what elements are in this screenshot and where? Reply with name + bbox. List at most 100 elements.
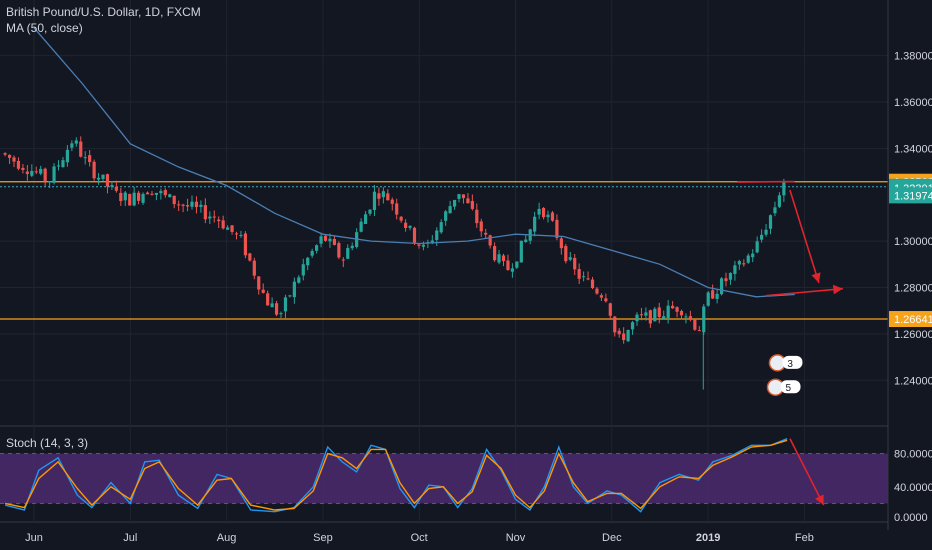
candle-body bbox=[363, 214, 368, 224]
candle-body bbox=[510, 268, 515, 272]
candle-body bbox=[128, 194, 132, 206]
candle-body bbox=[764, 229, 768, 235]
candle-body bbox=[421, 244, 426, 247]
x-tick-label: Oct bbox=[411, 532, 428, 544]
candle-body bbox=[350, 245, 354, 249]
x-tick-label: Nov bbox=[506, 532, 526, 544]
candle-body bbox=[408, 225, 412, 228]
candle-body bbox=[52, 166, 56, 183]
candle-body bbox=[501, 255, 506, 262]
candle-body bbox=[359, 221, 363, 232]
candle-body bbox=[372, 191, 377, 210]
candle-body bbox=[377, 193, 381, 199]
candle-body bbox=[270, 303, 274, 308]
candle-body bbox=[310, 251, 314, 256]
candle-body bbox=[693, 319, 697, 330]
candle-body bbox=[70, 143, 74, 148]
price-label-text: 1.26641 bbox=[894, 314, 932, 326]
candle-body bbox=[675, 307, 679, 312]
candle-body bbox=[212, 216, 216, 218]
candle-body bbox=[537, 208, 541, 215]
candle-body bbox=[283, 297, 288, 312]
candle-body bbox=[711, 290, 715, 299]
candle-body bbox=[12, 157, 16, 162]
x-tick-label: Sep bbox=[313, 532, 333, 544]
candle-body bbox=[79, 141, 83, 157]
candle-body bbox=[346, 248, 350, 259]
candle-body bbox=[234, 233, 239, 235]
candle-body bbox=[444, 211, 448, 221]
candle-body bbox=[684, 316, 688, 318]
candle-body bbox=[34, 171, 38, 173]
candle-body bbox=[319, 236, 323, 244]
candle-body bbox=[88, 155, 92, 163]
candle-body bbox=[248, 253, 252, 261]
candle-body bbox=[555, 219, 559, 238]
stoch-legend: Stoch (14, 3, 3) bbox=[6, 436, 89, 450]
candle-body bbox=[239, 235, 243, 237]
candle-body bbox=[168, 194, 172, 198]
candle-body bbox=[706, 292, 710, 306]
candle-body bbox=[475, 209, 479, 224]
candle-body bbox=[524, 239, 528, 243]
candle-body bbox=[728, 272, 733, 280]
candle-body bbox=[617, 330, 621, 335]
candle-body bbox=[733, 265, 737, 274]
candle-body bbox=[25, 171, 29, 174]
candle-body bbox=[92, 161, 96, 179]
candle-body bbox=[145, 192, 150, 195]
candle-body bbox=[261, 289, 265, 293]
candle-body bbox=[252, 260, 256, 276]
candle-body bbox=[742, 263, 746, 265]
candle-body bbox=[470, 200, 474, 209]
ma-50-line bbox=[33, 27, 795, 298]
candle-body bbox=[315, 245, 319, 251]
candle-body bbox=[101, 174, 105, 179]
candle-body bbox=[550, 212, 555, 221]
candle-body bbox=[163, 190, 167, 196]
candle-body bbox=[105, 174, 110, 187]
candle-body bbox=[577, 269, 581, 279]
candle-body bbox=[662, 316, 666, 319]
candle-body bbox=[150, 193, 154, 195]
candle-body bbox=[337, 243, 341, 258]
candle-body bbox=[190, 201, 194, 207]
candle-body bbox=[221, 220, 225, 229]
candle-body bbox=[306, 257, 310, 266]
candle-body bbox=[266, 293, 270, 306]
event-count-bg bbox=[782, 355, 803, 369]
candle-body bbox=[119, 192, 123, 202]
candle-body bbox=[466, 198, 470, 204]
candle-body bbox=[613, 316, 617, 333]
y-tick-label: 1.30000 bbox=[894, 236, 932, 248]
x-tick-label: Dec bbox=[602, 532, 622, 544]
candle-body bbox=[586, 278, 590, 280]
stoch-d-line bbox=[4, 439, 788, 511]
candle-body bbox=[595, 288, 599, 294]
x-tick-label: 2019 bbox=[696, 532, 720, 544]
candle-body bbox=[368, 209, 372, 214]
candle-body bbox=[395, 203, 399, 215]
candle-body bbox=[648, 310, 652, 324]
candle-body bbox=[515, 261, 519, 268]
candle-body bbox=[297, 277, 301, 283]
candle-body bbox=[341, 259, 345, 261]
candle-body bbox=[288, 295, 292, 297]
candle-body bbox=[412, 227, 417, 243]
candle-body bbox=[386, 193, 390, 201]
candle-body bbox=[230, 225, 234, 232]
candle-body bbox=[3, 153, 7, 155]
candle-body bbox=[328, 238, 332, 242]
candle-body bbox=[439, 222, 443, 233]
candle-body bbox=[755, 241, 759, 253]
candle-body bbox=[21, 167, 25, 171]
candle-body bbox=[484, 232, 488, 235]
candle-body bbox=[30, 170, 34, 176]
candle-body bbox=[533, 216, 537, 232]
candle-body bbox=[608, 303, 612, 316]
candle-body bbox=[48, 181, 52, 183]
candle-body bbox=[96, 177, 101, 180]
candle-body bbox=[519, 240, 523, 263]
candle-body bbox=[404, 222, 408, 228]
